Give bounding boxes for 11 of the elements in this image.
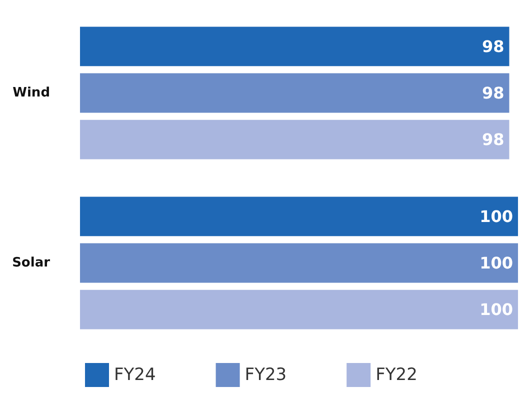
- data-label: 98: [482, 36, 504, 56]
- data-label: 100: [480, 300, 513, 320]
- legend-label: FY23: [244, 365, 287, 385]
- legend-label: FY22: [376, 365, 418, 385]
- data-label: 100: [480, 254, 513, 272]
- data-label: 98: [482, 84, 504, 102]
- legend-label: FY24: [114, 365, 156, 385]
- data-label: 100: [480, 206, 513, 226]
- data-label: 98: [482, 130, 504, 150]
- y-tick-label: Solar: [12, 256, 51, 270]
- y-tick-label: Wind: [12, 86, 50, 100]
